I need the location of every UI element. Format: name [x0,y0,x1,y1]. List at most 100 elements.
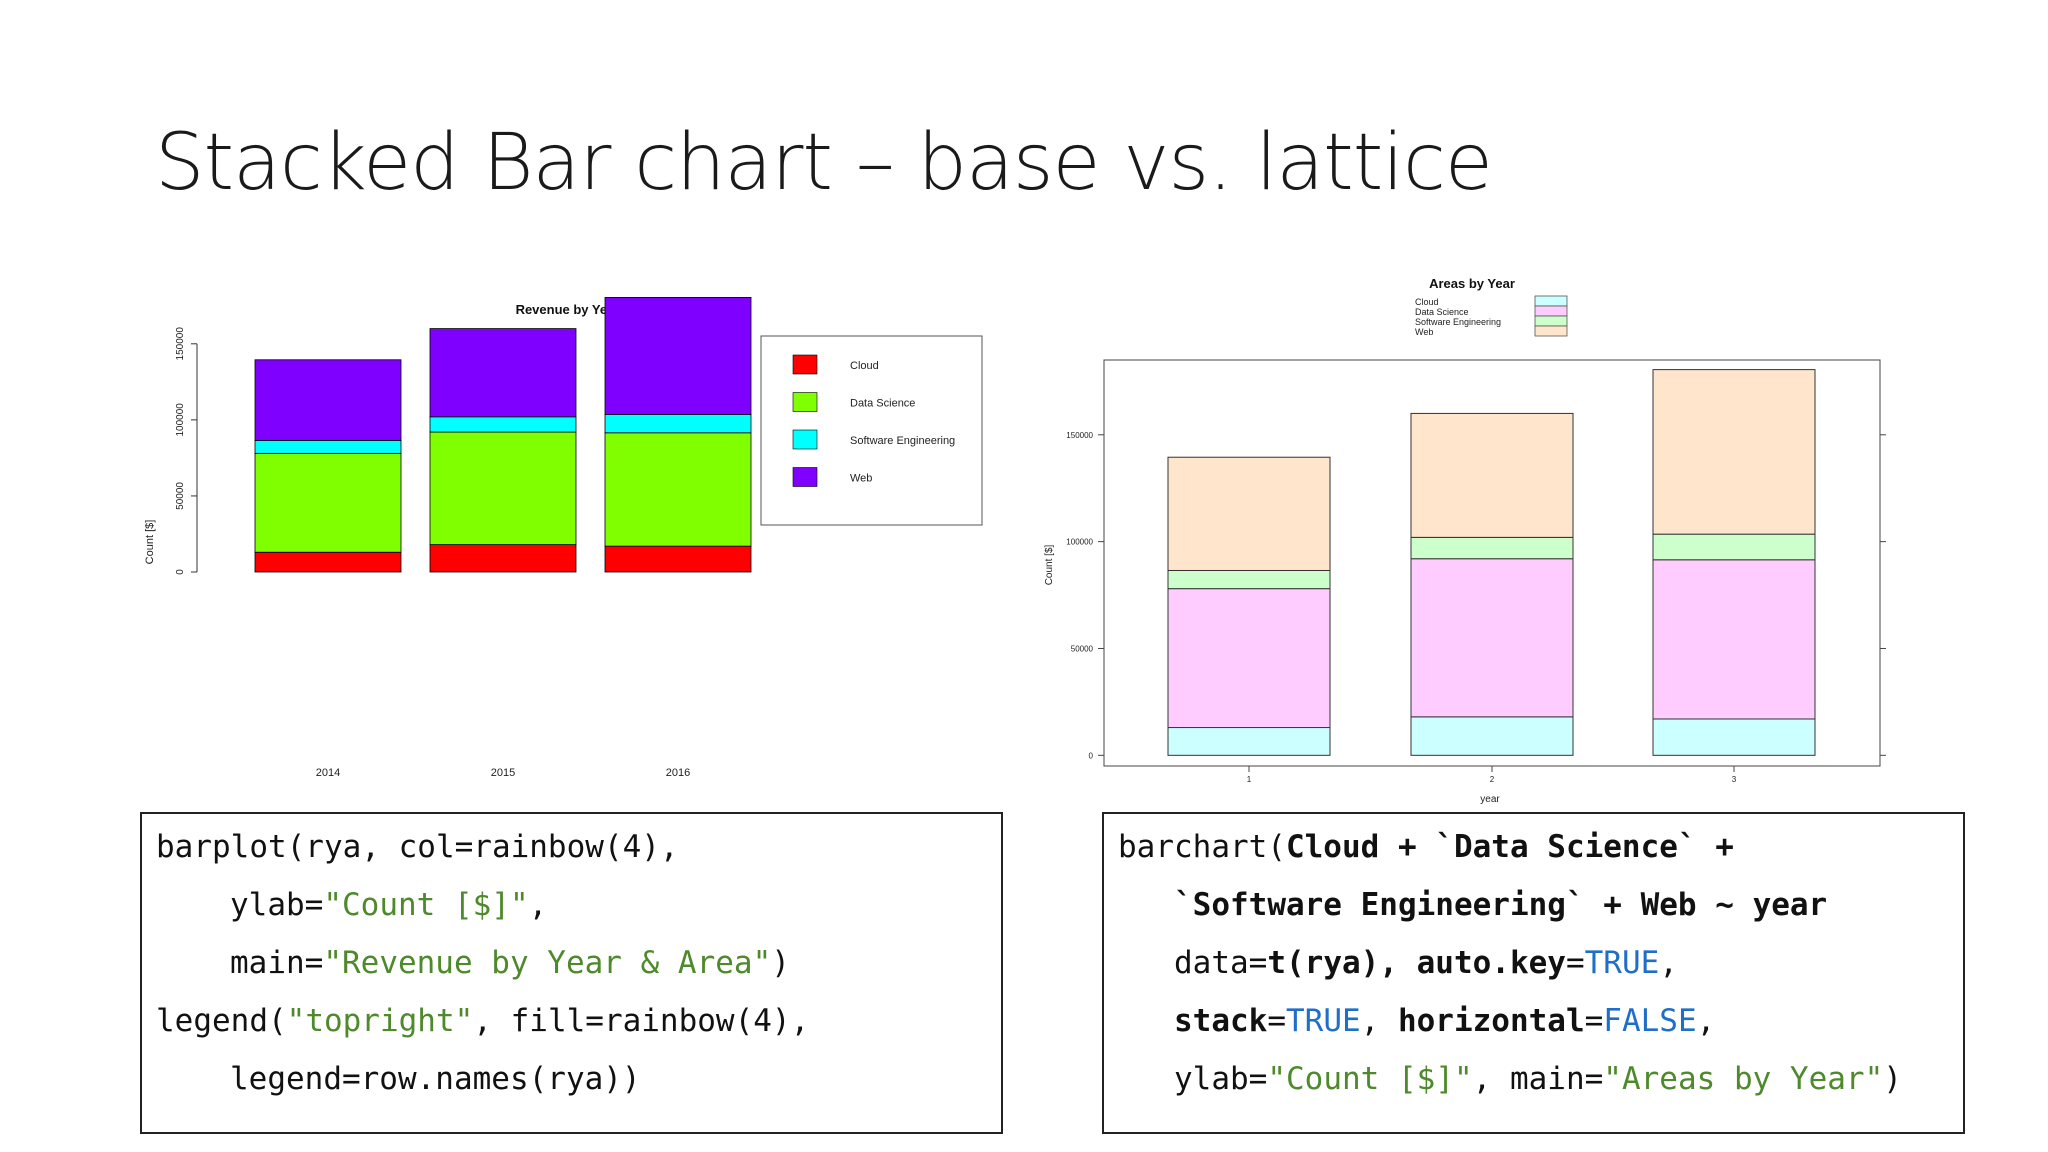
base-y-tick-label: 150000 [175,327,186,361]
lattice-bar-cloud-3 [1652,718,1816,756]
code-string: "Count [$]" [323,887,529,923]
base-legend-label-web: Web [850,473,872,485]
code-text: barchart( [1118,829,1286,865]
code-text: main= [230,945,324,981]
code-text: barplot(rya, col=rainbow(4), [156,829,679,865]
base-bar-cloud-2015 [429,544,577,573]
code-string: "Areas by Year" [1603,1061,1884,1097]
lattice-legend-swatch-cloud [1534,295,1568,307]
base-legend-label-software-engineering: Software Engineering [850,435,955,447]
base-code-line-4: legend("topright", fill=rainbow(4), [156,992,987,1050]
base-code-line-2: ylab= "Count [$]", [156,876,987,934]
lattice-legend-label-web: Web [1415,327,1433,337]
base-bar-web-2015 [429,328,577,418]
lattice-code-line-1: barchart(Cloud + `Data Science` + [1118,818,1949,876]
base-x-tick-label: 2016 [666,767,690,779]
lattice-x-tick-label: 3 [1732,775,1737,784]
base-code-box: barplot(rya, col=rainbow(4), ylab= "Count… [140,812,1003,1134]
lattice-x-tick-label: 1 [1247,775,1252,784]
base-chart-legend: Cloud Data Science Software Engineering Web [760,335,983,526]
code-text: , [1360,1003,1398,1039]
base-x-tick-label: 2014 [316,767,340,779]
code-bold: Cloud + `Data Science` + [1285,829,1734,865]
code-bold: stack [1174,1003,1268,1039]
base-bar-software-engineering-2014 [254,440,402,454]
code-text: , [528,887,548,923]
base-bar-software-engineering-2015 [429,416,577,433]
base-bar-data-science-2015 [429,431,577,546]
lattice-y-tick-label: 0 [1089,751,1094,760]
code-text: , [1696,1003,1716,1039]
base-legend-swatch-data-science [792,392,818,412]
code-text: data= [1174,945,1268,981]
code-text: legend=row.names(rya)) [230,1061,641,1097]
base-stacked-bar-chart: Revenue by Year & Area Count [$] 0500001… [144,297,983,779]
code-string: "topright" [286,1003,474,1039]
lattice-bar-cloud-2 [1410,716,1574,756]
code-text: = [1584,1003,1604,1039]
base-bar-web-2014 [254,359,402,441]
lattice-code-line-5: ylab= "Count [$]", main= "Areas by Year") [1118,1050,1949,1108]
code-text: = [1565,945,1585,981]
lattice-y-tick-label: 100000 [1066,538,1093,547]
code-string: "Count [$]" [1267,1061,1473,1097]
lattice-y-tick-label: 50000 [1071,644,1094,653]
base-legend-label-cloud: Cloud [850,360,879,372]
lattice-bar-data-science-2 [1410,558,1574,718]
lattice-legend-label-cloud: Cloud [1415,297,1439,307]
lattice-code-box: barchart(Cloud + `Data Science` + `Softw… [1102,812,1965,1134]
code-text: , main= [1472,1061,1604,1097]
lattice-code-line-3: data= t(rya), auto.key = TRUE, [1118,934,1949,992]
lattice-bar-web-2 [1410,412,1574,538]
lattice-code-line-4: stack = TRUE, horizontal = FALSE, [1118,992,1949,1050]
lattice-bar-software-engineering-3 [1652,533,1816,561]
code-keyword: FALSE [1603,1003,1697,1039]
code-text: ) [1883,1061,1902,1097]
lattice-bar-web-1 [1167,456,1331,571]
lattice-bar-software-engineering-1 [1167,569,1331,590]
lattice-bar-web-3 [1652,369,1816,535]
lattice-legend-label-software-engineering: Software Engineering [1415,317,1501,327]
base-bar-web-2016 [604,297,752,415]
lattice-x-tick-label: 2 [1490,775,1495,784]
code-text: ) [771,945,790,981]
base-legend-swatch-web [792,467,818,487]
base-bar-software-engineering-2016 [604,414,752,434]
base-y-tick-label: 50000 [175,482,186,510]
lattice-bar-data-science-3 [1652,559,1816,720]
base-chart-ylabel: Count [$] [144,520,156,565]
lattice-legend-swatch-software-engineering [1534,315,1568,327]
lattice-legend-label-data-science: Data Science [1415,307,1469,317]
base-x-tick-label: 2015 [491,767,515,779]
slide-title: Stacked Bar chart – base vs. lattice [155,118,1493,208]
base-legend-swatch-cloud [792,354,818,375]
lattice-bar-software-engineering-2 [1410,536,1574,560]
lattice-legend-swatch-data-science [1534,305,1568,317]
code-bold: horizontal [1397,1003,1585,1039]
lattice-chart-title: Areas by Year [1429,276,1515,291]
lattice-legend-swatch-web [1534,325,1568,337]
base-legend-label-data-science: Data Science [850,398,915,410]
base-y-tick-label: 0 [175,569,186,575]
code-string: "Revenue by Year & Area" [323,945,772,981]
lattice-bar-cloud-1 [1167,727,1331,756]
code-keyword: TRUE [1584,945,1660,981]
base-legend-swatch-software-engineering [792,429,818,450]
code-bold: `Software Engineering` + Web ~ year [1174,887,1828,923]
code-text: , [1659,945,1678,981]
lattice-bar-data-science-1 [1167,588,1331,729]
code-text: , fill=rainbow(4), [473,1003,810,1039]
base-code-line-5: legend=row.names(rya)) [156,1050,987,1108]
base-bar-cloud-2016 [604,545,752,573]
code-text: legend( [156,1003,287,1039]
code-bold: t(rya), auto.key [1267,945,1566,981]
base-bar-cloud-2014 [254,551,402,573]
lattice-chart-ylabel: Count [$] [1044,544,1055,585]
code-text: ylab= [230,887,324,923]
lattice-chart-xlabel: year [1480,794,1500,805]
code-text: ylab= [1174,1061,1268,1097]
base-code-line-3: main= "Revenue by Year & Area") [156,934,987,992]
base-bar-data-science-2014 [254,452,402,553]
